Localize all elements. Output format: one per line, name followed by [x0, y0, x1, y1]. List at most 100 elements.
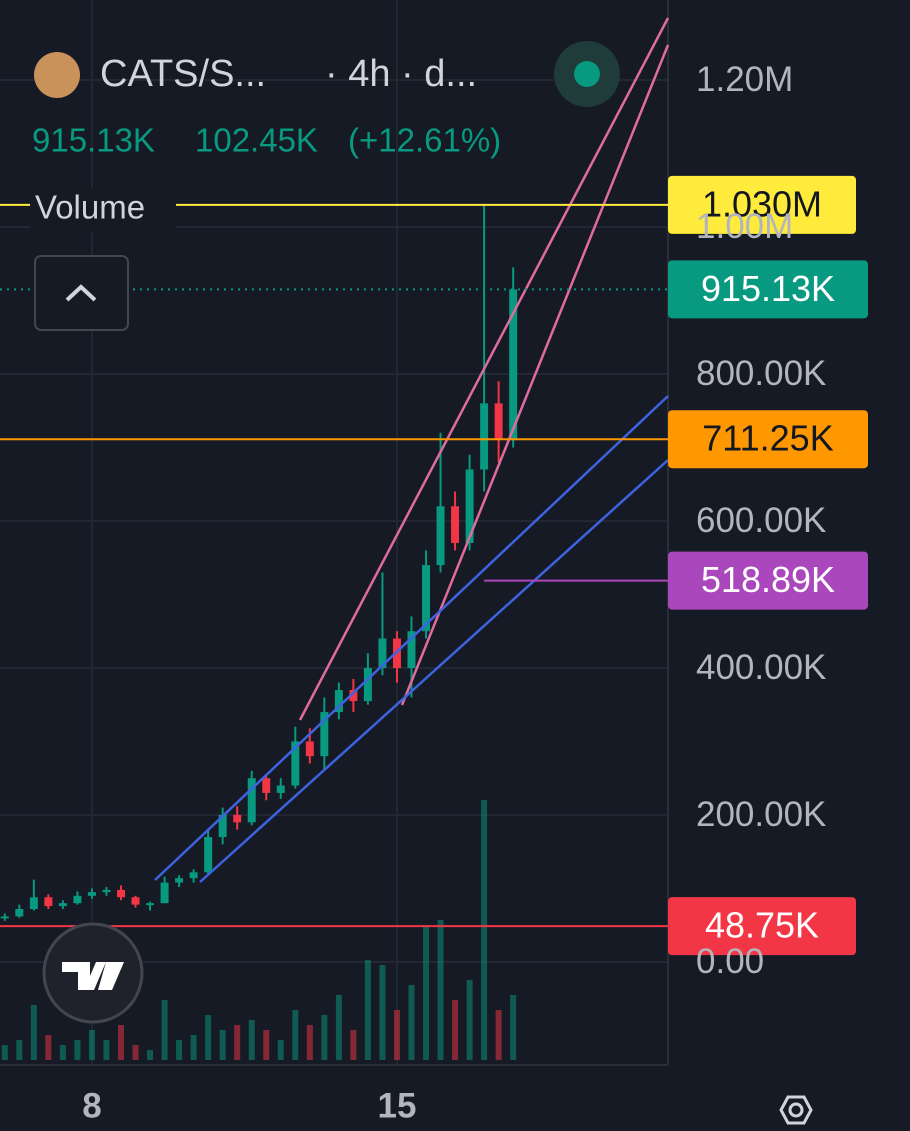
volume-bar — [452, 1000, 459, 1060]
volume-bar — [161, 1000, 168, 1060]
y-tick-label: 1.20M — [696, 60, 793, 99]
volume-bar — [437, 920, 444, 1060]
trendlines — [154, 17, 670, 883]
price-label-box — [668, 551, 868, 610]
chevron-icon — [65, 284, 97, 302]
y-tick-label: 400.00K — [696, 648, 826, 687]
price-lines: 1.030M 915.13K 711.25K 518.89K 48.75K — [0, 175, 868, 956]
trendline — [154, 395, 669, 881]
volume-bar — [176, 1040, 183, 1060]
candle-body — [218, 814, 227, 838]
volume-bar — [88, 1030, 95, 1060]
price-label: 1.030M — [702, 183, 822, 224]
x-tick-label: 15 — [377, 1086, 416, 1125]
settings-button[interactable] — [779, 1095, 813, 1125]
volume-bar — [16, 1040, 23, 1060]
candle-body — [102, 889, 111, 893]
price-label-box — [668, 260, 868, 319]
collapse-button[interactable] — [34, 255, 129, 331]
volume-bar — [147, 1050, 154, 1060]
volume-bar — [74, 1040, 81, 1060]
price-label-box — [668, 410, 868, 469]
candle-body — [436, 506, 445, 566]
settings-icon — [788, 1102, 804, 1118]
volume-bar — [45, 1035, 52, 1060]
candle-body — [494, 403, 503, 441]
indicator-name: Volume — [35, 189, 145, 226]
trendline — [400, 44, 670, 706]
volume-bar — [321, 1015, 328, 1060]
volume-bar — [481, 800, 488, 1060]
volume-bar — [510, 995, 517, 1060]
candle-body — [480, 403, 489, 470]
y-tick-label: 600.00K — [696, 501, 826, 540]
candle-body — [117, 889, 125, 898]
volume-bar — [306, 1025, 313, 1060]
volume-bar — [118, 1025, 125, 1060]
volume-bar — [364, 960, 371, 1060]
volume-bar — [219, 1030, 226, 1060]
y-axis: 0.00 200.00K 400.00K 600.00K 800.00K 1.00M 1.2… — [696, 60, 826, 981]
candle-body — [247, 778, 256, 823]
candle-body — [262, 778, 271, 793]
candles — [0, 204, 518, 921]
volume-bar — [466, 980, 473, 1060]
interval: · 4h · d... — [325, 53, 477, 95]
candle-body — [276, 785, 285, 793]
price-label: 915.13K — [701, 268, 835, 309]
candle-body — [0, 916, 9, 919]
candle-body — [378, 638, 387, 668]
volume-bar — [248, 1020, 255, 1060]
volume-bar — [495, 1010, 502, 1060]
price-change: 102.45K — [195, 122, 318, 159]
candle-body — [146, 903, 155, 906]
candle-body — [305, 741, 314, 757]
volume-bars — [1, 800, 517, 1060]
volume-bar — [292, 1010, 299, 1060]
volume-bar — [103, 1040, 110, 1060]
candle-body — [320, 712, 329, 757]
volume-bar — [408, 985, 415, 1060]
candle-body — [189, 872, 198, 879]
price-label: 518.89K — [701, 559, 835, 600]
candle-body — [204, 837, 213, 873]
y-tick-label: 0.00 — [696, 942, 764, 981]
volume-bar — [205, 1015, 212, 1060]
symbol-avatar — [34, 52, 80, 98]
volume-bar — [350, 1030, 357, 1060]
candle-body — [422, 565, 431, 632]
candle-body — [175, 878, 184, 883]
y-tick-label: 200.00K — [696, 795, 826, 834]
price-label: 711.25K — [702, 418, 833, 459]
price-change-pct: (+12.61%) — [348, 122, 501, 159]
last-price: 915.13K — [32, 122, 155, 159]
volume-bar — [263, 1030, 270, 1060]
volume-bar — [132, 1045, 139, 1060]
volume-bar — [335, 995, 342, 1060]
price-label: 48.75K — [705, 905, 819, 946]
candle-body — [87, 892, 96, 896]
candle-body — [349, 690, 358, 702]
price-label-box — [668, 175, 856, 234]
volume-bar — [30, 1005, 37, 1060]
x-axis: 8 15 — [82, 1086, 416, 1125]
volume-bar — [277, 1040, 284, 1060]
candle-body — [407, 631, 416, 668]
y-tick-label: 800.00K — [696, 354, 826, 393]
candle-body — [291, 741, 300, 786]
volume-bar — [234, 1025, 241, 1060]
symbol: CATS/S... — [100, 53, 266, 95]
candle-body — [465, 469, 474, 544]
volume-bar — [59, 1045, 66, 1060]
x-tick-label: 8 — [82, 1086, 101, 1125]
candle-body — [44, 897, 53, 907]
volume-bar — [379, 965, 386, 1060]
candle-body — [334, 690, 343, 713]
y-tick-label: 1.00M — [696, 207, 793, 246]
candle-body — [131, 897, 140, 905]
candle-body — [451, 506, 460, 544]
indicator-bg — [30, 188, 176, 232]
candle-body — [29, 897, 38, 910]
logo-mark — [62, 962, 124, 990]
